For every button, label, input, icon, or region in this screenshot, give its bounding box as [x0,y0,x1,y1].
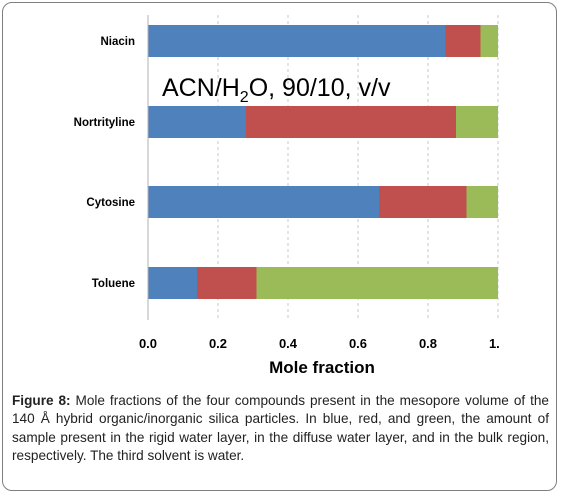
bar-segment [148,267,197,299]
bar-segment [246,106,456,138]
bar-segment [197,267,257,299]
bar-segment [148,25,446,57]
bar-segment [466,186,498,218]
figure-frame [2,2,557,491]
bar-segment [148,106,246,138]
x-tick-label: 1.0 [489,336,507,351]
category-label: Cytosine [86,197,135,209]
annotation-suffix: O, 90/10, v/v [249,74,391,102]
category-label: Toluene [92,278,135,290]
bar-segment [456,106,498,138]
x-tick-label: 0.2 [209,336,227,351]
x-tick-label: 0.4 [279,336,298,351]
category-label: Nortrityline [74,117,135,129]
x-tick-label: 0.8 [419,336,437,351]
caption-label: Figure 8: [12,393,71,408]
bar-segment [445,25,481,57]
x-tick-label: 0.0 [139,336,157,351]
bar-segment [256,267,498,299]
bar-segment [379,186,467,218]
bar-segment [480,25,498,57]
x-tick-label: 0.6 [349,336,367,351]
chart: Niacin Nortrityline Cytosine Toluene 0.0 0.2… [74,15,507,377]
caption-text: Mole fractions of the four compounds pre… [12,393,549,464]
annotation-subscript: 2 [240,89,249,106]
category-label: Niacin [100,36,135,48]
figure-caption: Figure 8: Mole fractions of the four com… [12,392,549,466]
bar-segment [148,186,379,218]
bars-layer [148,25,498,299]
annotation-prefix: ACN/H [162,74,240,102]
x-tick-labels: 0.0 0.2 0.4 0.6 0.8 1.0 [139,336,507,351]
x-axis-label: Mole fraction [269,358,375,377]
chart-annotation: ACN/H2O, 90/10, v/v [162,74,391,106]
category-labels: Niacin Nortrityline Cytosine Toluene [74,36,135,290]
